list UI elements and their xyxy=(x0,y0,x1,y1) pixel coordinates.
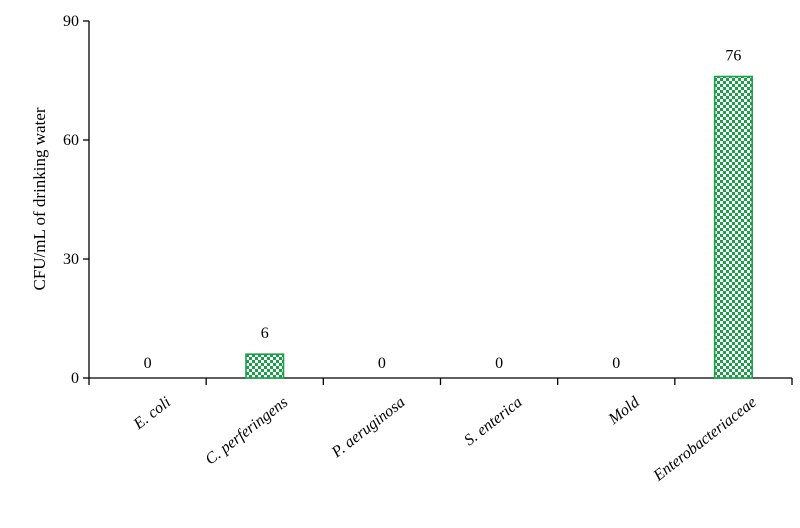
bar-value-label: 0 xyxy=(378,355,386,372)
bar xyxy=(245,353,285,379)
bar-value-label: 0 xyxy=(495,355,503,372)
category-label: C. perferingens xyxy=(202,394,291,469)
y-tick-label: 30 xyxy=(63,251,79,268)
y-tick-label: 0 xyxy=(71,370,79,387)
bar-value-label: 76 xyxy=(725,48,741,65)
y-tick-label: 60 xyxy=(63,132,79,149)
x-axis xyxy=(88,377,793,385)
bars xyxy=(245,75,753,379)
category-label: E. coli xyxy=(130,394,174,434)
bar-value-label: 0 xyxy=(144,355,152,372)
y-axis: 0 30 60 90 xyxy=(63,13,90,387)
category-label: P. aeruginosa xyxy=(328,394,408,462)
data-labels: 0 6 0 0 0 76 xyxy=(144,48,742,372)
bar-value-label: 6 xyxy=(261,325,269,342)
category-label: S. enterica xyxy=(461,394,525,450)
category-label: Enterobacteriaceae xyxy=(650,394,760,485)
y-tick-label: 90 xyxy=(63,13,79,30)
category-labels: E. coli C. perferingens P. aeruginosa S. en… xyxy=(130,393,760,485)
y-axis-label: CFU/mL of drinking water xyxy=(30,107,49,290)
category-label: Mold xyxy=(605,393,644,428)
bar xyxy=(713,75,753,379)
bar-value-label: 0 xyxy=(612,355,620,372)
